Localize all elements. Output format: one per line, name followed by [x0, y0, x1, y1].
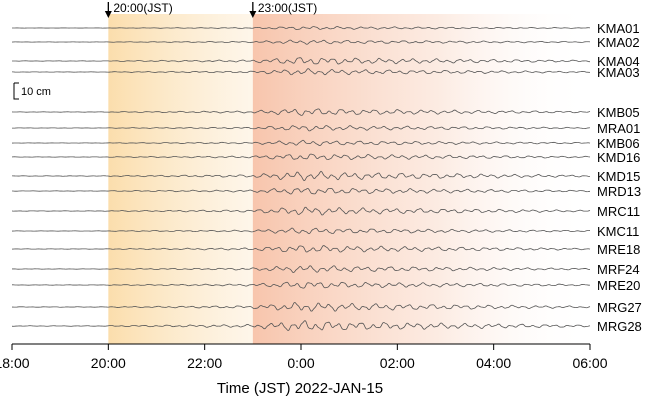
station-label: MRC11: [597, 204, 640, 219]
trace-mre18: [11, 245, 591, 253]
station-label: KMC11: [597, 224, 639, 239]
time-marker: 23:00(JST): [249, 1, 317, 18]
trace-kmb05: [11, 108, 591, 116]
trace-kma02: [11, 39, 591, 45]
scale-bar: 10 cm: [13, 82, 51, 100]
station-label: KMA03: [597, 65, 640, 80]
trace-group: [11, 26, 591, 332]
time-marker-label: 23:00(JST): [258, 1, 317, 15]
time-marker: 20:00(JST): [104, 1, 173, 18]
station-label: KMB05: [597, 105, 640, 120]
x-tick-label: 0:00: [287, 355, 314, 371]
x-tick-label: 20:00: [91, 355, 126, 371]
main-wave-shading: [252, 14, 591, 344]
trace-kmb06: [11, 139, 591, 147]
station-label: MRG27: [597, 300, 642, 315]
early-wave-shading: [108, 14, 253, 344]
trace-kmd15: [11, 170, 591, 182]
x-tick-label: 18:00: [0, 355, 30, 371]
station-label: KMA02: [597, 35, 640, 50]
station-label: MRD13: [597, 184, 641, 199]
x-tick-label: 02:00: [380, 355, 415, 371]
trace-kma04: [11, 57, 591, 65]
trace-kmc11: [11, 227, 591, 235]
trace-mrd13: [11, 187, 591, 195]
x-tick-label: 22:00: [187, 355, 222, 371]
station-label: KMD15: [597, 169, 640, 184]
trace-mrg27: [11, 302, 591, 312]
time-markers: 20:00(JST) 23:00(JST): [104, 1, 317, 18]
trace-kma03: [11, 68, 591, 76]
x-tick-label: 04:00: [476, 355, 511, 371]
station-label: MRE20: [597, 278, 640, 293]
trace-mre20: [11, 281, 591, 289]
trace-mrf24: [12, 265, 591, 273]
station-label: MRE18: [597, 242, 640, 257]
trace-mra01: [11, 125, 591, 132]
x-axis-title: Time (JST) 2022-JAN-15: [217, 380, 383, 397]
trace-mrg28: [11, 320, 591, 332]
station-label: KMA01: [597, 21, 640, 36]
trace-kma01: [11, 26, 591, 30]
station-label: KMA04: [597, 54, 640, 69]
scale-bar-label: 10 cm: [21, 86, 51, 98]
time-marker-label: 20:00(JST): [113, 1, 172, 15]
trace-kmd16: [11, 153, 591, 161]
station-label: MRA01: [597, 121, 640, 136]
x-tick-label: 06:00: [572, 355, 607, 371]
trace-mrc11: [11, 206, 591, 216]
station-label: MRF24: [597, 262, 640, 277]
x-tick-group: 18:00 20:00 22:00 0:00 02:00 04:00 06:00: [0, 344, 608, 371]
station-label: KMB06: [597, 136, 640, 151]
station-label: KMD16: [597, 150, 640, 165]
station-label: MRG28: [597, 319, 642, 334]
